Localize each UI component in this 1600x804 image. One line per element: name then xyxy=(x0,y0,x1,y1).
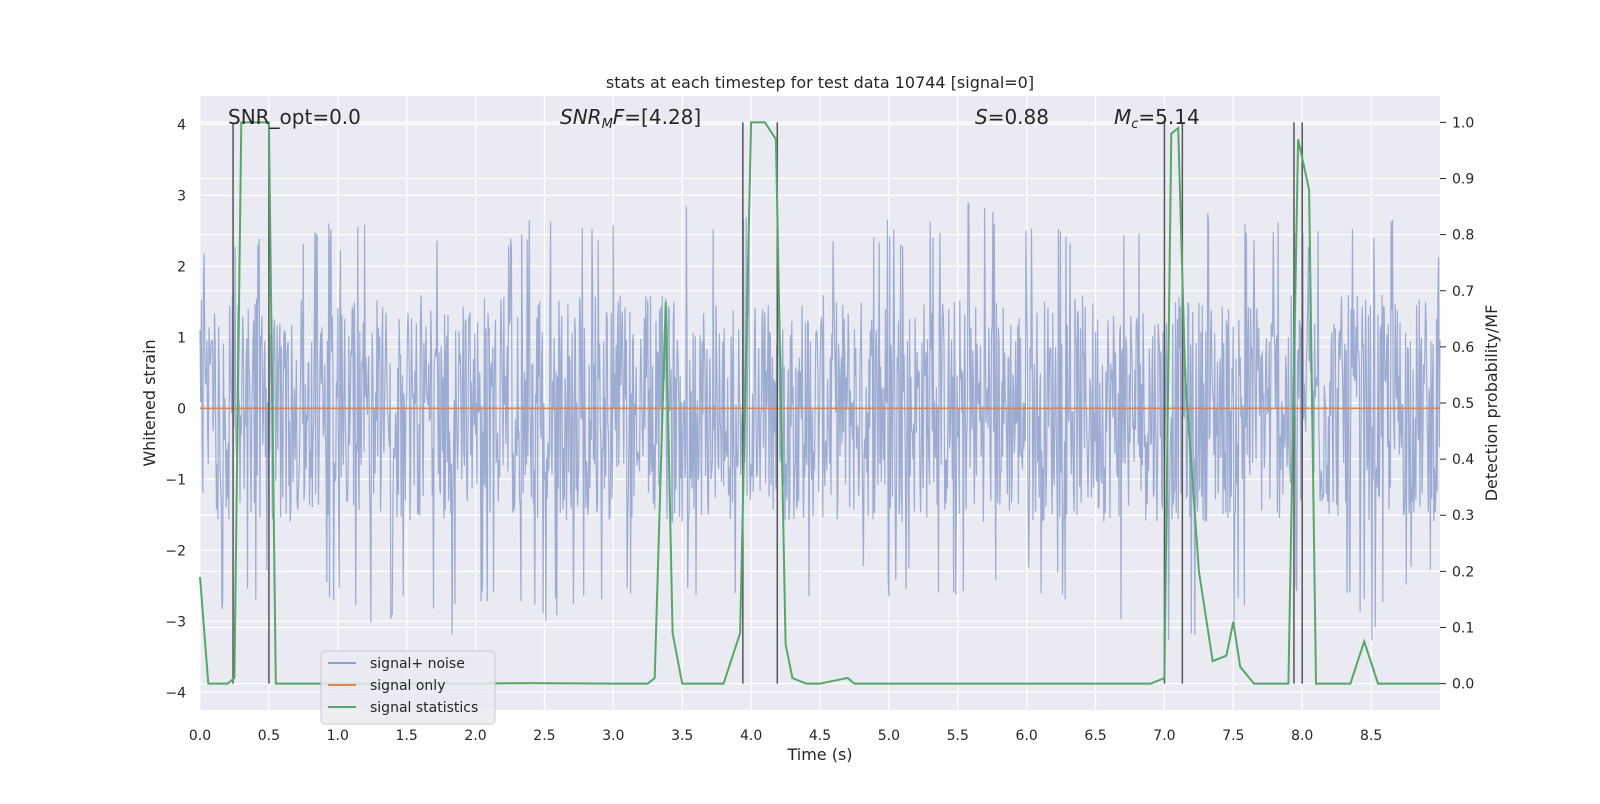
s-main: S xyxy=(975,105,988,129)
x-tick-label: 2.0 xyxy=(464,728,486,744)
y-right-tick-label: 0.5 xyxy=(1452,396,1474,412)
chart-title: stats at each timestep for test data 107… xyxy=(606,73,1034,92)
x-tick-labels: 0.0 0.5 1.0 1.5 2.0 2.5 3.0 3.5 4.0 4.5 5.0 5.5 6.0 6… xyxy=(189,728,1382,744)
x-tick-label: 3.0 xyxy=(602,728,624,744)
y-right-tick-label: 0.2 xyxy=(1452,564,1474,580)
snr-mf-main: SNR xyxy=(560,105,602,129)
signal-noise-series xyxy=(199,202,1441,641)
x-tick-label: 7.5 xyxy=(1222,728,1244,744)
x-tick-label: 5.0 xyxy=(878,728,900,744)
y-right-tick-label: 0.6 xyxy=(1452,340,1474,356)
x-tick-label: 7.0 xyxy=(1153,728,1175,744)
annotation-snr-mf: SNRMF=[4.28] xyxy=(560,105,701,132)
legend-label-noise: signal+ noise xyxy=(370,656,465,672)
y-tick-label: −4 xyxy=(165,685,186,701)
x-tick-label: 0.5 xyxy=(258,728,280,744)
y-tick-label: 3 xyxy=(177,188,186,204)
x-tick-label: 3.5 xyxy=(671,728,693,744)
y-tick-label: 1 xyxy=(177,330,186,346)
y-tick-label: −1 xyxy=(165,472,186,488)
y-right-tick-label: 0.1 xyxy=(1452,620,1474,636)
signal-noise-line xyxy=(199,202,1441,641)
y-right-tick-label: 0.9 xyxy=(1452,172,1474,188)
y-tick-label: 0 xyxy=(177,401,186,417)
y-tick-label: 2 xyxy=(177,259,186,275)
y-right-tick-label: 0.0 xyxy=(1452,677,1474,693)
s-tail: =0.88 xyxy=(988,105,1049,129)
legend-label-signal-only: signal only xyxy=(370,678,445,694)
y-right-tick-label: 1.0 xyxy=(1452,115,1474,131)
x-tick-label: 2.5 xyxy=(533,728,555,744)
mc-sub: c xyxy=(1131,117,1138,132)
legend-label-statistics: signal statistics xyxy=(370,700,478,716)
x-tick-label: 8.5 xyxy=(1360,728,1382,744)
x-tick-label: 1.5 xyxy=(396,728,418,744)
x-tick-label: 5.5 xyxy=(947,728,969,744)
y-right-tick-label: 0.3 xyxy=(1452,508,1474,524)
x-tick-label: 8.0 xyxy=(1291,728,1313,744)
annotation-s: S=0.88 xyxy=(975,105,1049,129)
y-tick-label: −2 xyxy=(165,543,186,559)
x-tick-label: 6.5 xyxy=(1084,728,1106,744)
x-tick-label: 0.0 xyxy=(189,728,211,744)
legend-box xyxy=(320,650,496,725)
y-right-tick-label: 0.4 xyxy=(1452,452,1474,468)
mc-tail: =5.14 xyxy=(1138,105,1199,129)
y-axis-label: Whitened strain xyxy=(140,339,159,466)
x-tick-label: 6.0 xyxy=(1016,728,1038,744)
y-tick-label: −3 xyxy=(165,614,186,630)
annotation-snr-opt: SNR_opt=0.0 xyxy=(228,105,361,129)
y-right-tick-label: 0.8 xyxy=(1452,228,1474,244)
x-tick-label: 4.0 xyxy=(740,728,762,744)
y-right-axis-label: Detection probability/MF xyxy=(1482,305,1501,502)
snr-mf-sub: M xyxy=(602,117,613,132)
y-tick-labels: 4 3 2 1 0 −1 −2 −3 −4 xyxy=(165,117,186,701)
legend: signal+ noise signal only signal statist… xyxy=(320,650,496,725)
y-right-tick-label: 0.7 xyxy=(1452,284,1474,300)
mc-main: M xyxy=(1114,105,1131,129)
snr-mf-value: =[4.28] xyxy=(624,105,701,129)
x-tick-label: 1.0 xyxy=(327,728,349,744)
x-tick-label: 4.5 xyxy=(809,728,831,744)
annotation-mc: Mc=5.14 xyxy=(1114,105,1200,132)
y-right-tick-labels: 1.0 0.9 0.8 0.7 0.6 0.5 0.4 0.3 0.2 0.1 0.0 xyxy=(1440,115,1474,693)
snr-mf-tail: F xyxy=(613,105,625,129)
x-axis-label: Time (s) xyxy=(786,745,852,764)
y-tick-label: 4 xyxy=(177,117,186,133)
